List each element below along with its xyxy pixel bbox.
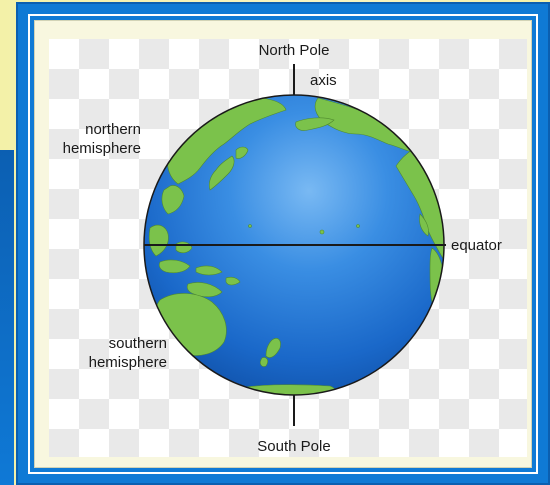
equator-label: equator — [451, 237, 502, 254]
northern-hemisphere-label-line2: hemisphere — [63, 140, 141, 157]
southern-hemisphere-label-line2: hemisphere — [89, 354, 167, 371]
frame-inner-border — [28, 14, 538, 474]
north-pole-label: North Pole — [259, 42, 330, 59]
northern-hemisphere-label-line1: northern — [85, 121, 141, 138]
left-edge-strip — [0, 150, 14, 485]
axis-label: axis — [310, 72, 337, 89]
southern-hemisphere-label-line1: southern — [109, 335, 167, 352]
south-pole-label: South Pole — [257, 438, 330, 455]
